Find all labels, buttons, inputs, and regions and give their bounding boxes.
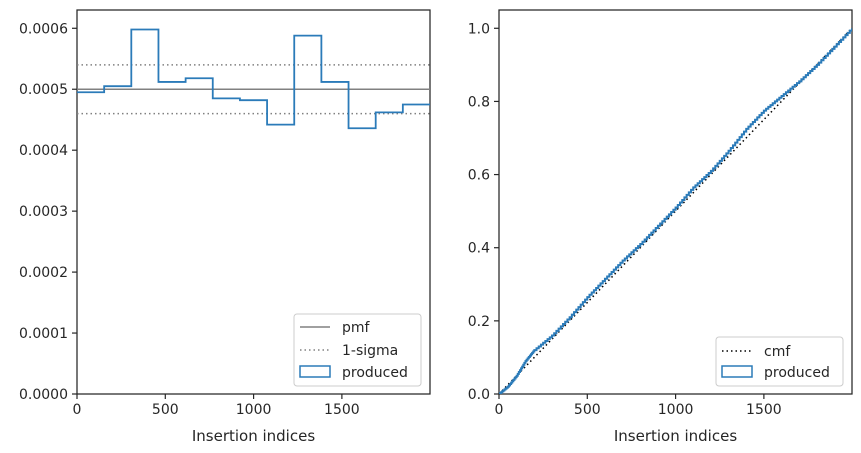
legend-produced-label: produced — [764, 365, 830, 381]
y-tick-label: 0.2 — [468, 314, 490, 330]
left-y-ticks: 0.0000 0.0001 0.0002 0.0003 0.0004 0.0005 0.00… — [19, 21, 77, 403]
series-produced-histogram — [77, 28, 430, 130]
y-tick-label: 0.0004 — [19, 143, 68, 159]
y-tick-label: 0.0000 — [19, 387, 68, 403]
legend-1-sigma-label: 1-sigma — [342, 343, 398, 359]
y-tick-label: 0.0005 — [19, 82, 68, 98]
legend-produced-swatch — [299, 365, 331, 378]
left-legend-box — [293, 313, 422, 387]
right-y-ticks: 0.0 0.2 0.4 0.6 0.8 1.0 — [468, 21, 499, 403]
y-tick-label: 0.0001 — [19, 326, 68, 342]
x-tick-label: 0 — [73, 402, 82, 418]
x-tick-label: 1500 — [324, 402, 360, 418]
legend-produced-label: produced — [342, 365, 408, 381]
x-tick-label: 0 — [495, 402, 504, 418]
series-produced-cumulative — [499, 28, 852, 394]
y-tick-label: 0.4 — [468, 241, 490, 257]
x-tick-label: 500 — [574, 402, 601, 418]
right-x-axis-label: Insertion indices — [614, 427, 737, 445]
left-x-axis-label: Insertion indices — [192, 427, 315, 445]
y-tick-label: 0.0003 — [19, 204, 68, 220]
right-chart-panel: 0 500 1000 1500 0.0 0.2 0.4 0.6 0.8 1.0 Insertio… — [468, 9, 853, 445]
x-tick-label: 1000 — [658, 402, 694, 418]
x-tick-label: 1000 — [236, 402, 272, 418]
x-tick-label: 1500 — [746, 402, 782, 418]
legend-pmf-label: pmf — [342, 320, 371, 336]
y-tick-label: 0.0006 — [19, 21, 68, 37]
legend-produced-swatch — [721, 365, 753, 378]
right-legend: cmf produced — [715, 336, 844, 387]
y-tick-label: 0.0 — [468, 387, 490, 403]
right-x-ticks: 0 500 1000 1500 — [495, 394, 782, 418]
right-series-group — [499, 27, 852, 394]
y-tick-label: 1.0 — [468, 21, 490, 37]
y-tick-label: 0.6 — [468, 168, 490, 184]
left-series-group — [77, 28, 430, 130]
left-chart-panel: 0 500 1000 1500 0.00000.00010.00020.00030.0… — [19, 9, 431, 445]
x-tick-label: 500 — [152, 402, 179, 418]
y-tick-label: 0.8 — [468, 94, 490, 110]
left-x-ticks: 0 500 1000 1500 — [73, 394, 360, 418]
y-tick-label: 0.0002 — [19, 265, 68, 281]
right-legend-box — [715, 336, 844, 387]
legend-cmf-label: cmf — [764, 344, 791, 360]
left-legend: pmf 1-sigma produced — [293, 313, 422, 387]
